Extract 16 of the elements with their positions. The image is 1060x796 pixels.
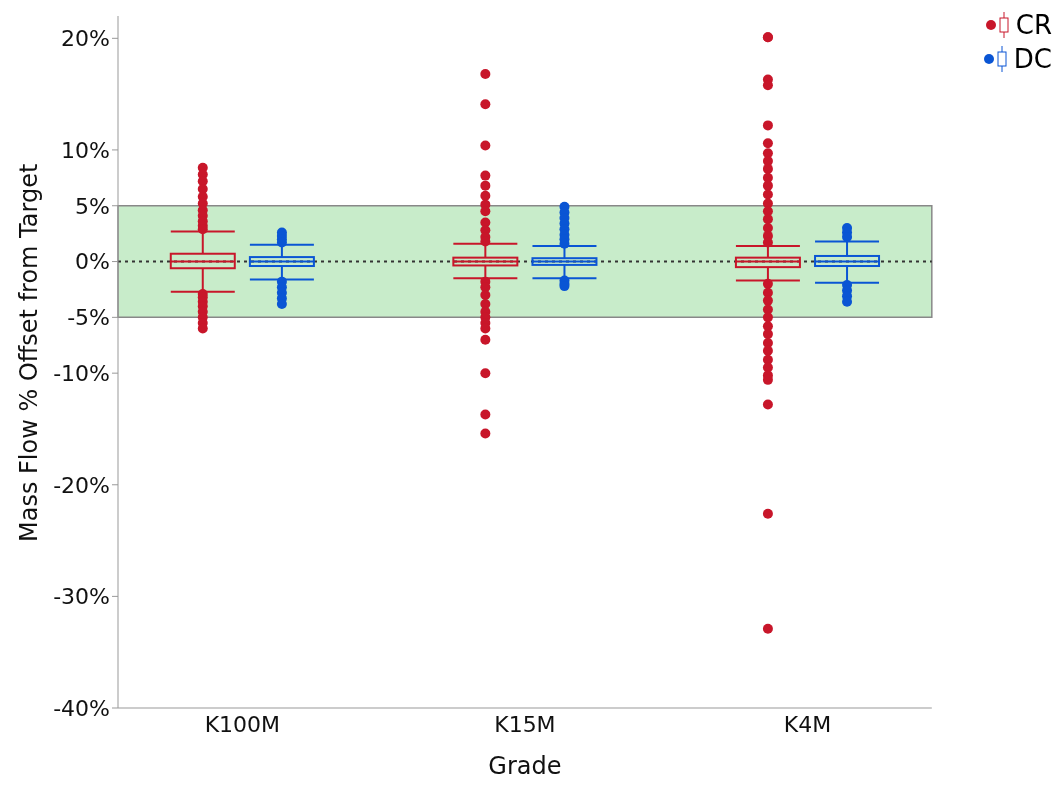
legend-label: DC: [1013, 43, 1052, 76]
y-tick-label: -5%: [67, 305, 110, 331]
y-tick-label: -30%: [53, 584, 110, 610]
y-tick-label: -40%: [53, 695, 110, 721]
legend-label: CR: [1015, 9, 1052, 42]
y-tick-label: 5%: [75, 193, 110, 219]
y-tick-label: -10%: [53, 360, 110, 386]
x-tick-label: K15M: [494, 711, 556, 737]
x-axis-title: Grade: [488, 752, 562, 780]
y-tick-label: -20%: [53, 472, 110, 498]
x-tick-label: K4M: [783, 711, 832, 737]
y-tick-label: 20%: [61, 26, 110, 52]
y-axis-title: Mass Flow % Offset from Target: [14, 163, 43, 542]
x-tick-label: K100M: [204, 711, 281, 737]
y-tick-label: 10%: [61, 137, 110, 163]
y-tick-label: 0%: [75, 249, 110, 275]
